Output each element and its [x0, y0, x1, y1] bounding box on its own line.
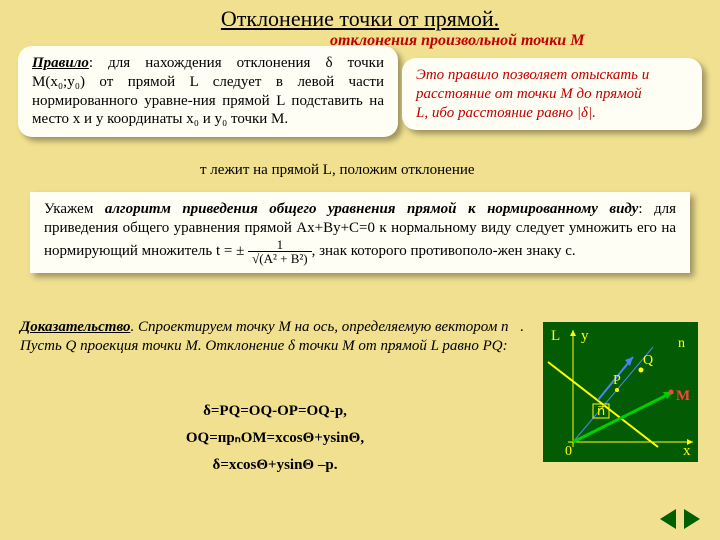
normalizing-factor: t = ± 1 √(A² + B²) [216, 238, 312, 265]
lbl-nvec: n⃗ [597, 403, 605, 418]
frac-den: √(A² + B²) [248, 252, 311, 265]
lbl-L: L [551, 328, 560, 344]
prev-button[interactable] [660, 509, 676, 529]
proof-text: Доказательство. Спроектируем точку М на … [20, 318, 530, 356]
geometry-diagram: L y x 0 n⃗ n P Q M [543, 322, 698, 462]
t-eq: t = ± [216, 242, 244, 258]
lbl-P: P [613, 373, 621, 388]
page-title: Отклонение точки от прямой. [0, 0, 720, 32]
algo-p1a: Укажем [44, 201, 105, 217]
lbl-y: y [581, 328, 589, 344]
lbl-zero: 0 [565, 444, 572, 459]
dist-l1: Это правило позволяет отыскать и [416, 67, 649, 83]
lbl-M: M [676, 388, 690, 404]
dist-l2b: от точки М до прямой [491, 86, 642, 102]
next-button[interactable] [684, 509, 700, 529]
frac-num: 1 [248, 238, 311, 252]
algorithm-box: Укажем алгоритм приведения общего уравне… [30, 192, 690, 273]
lbl-x: x [683, 443, 691, 459]
dist-l3: L, ибо расстояние равно |δ|. [416, 105, 596, 121]
lbl-n: n [678, 336, 685, 351]
formula-block: δ=PQ=OQ-OP=OQ-p, OQ=пpₙOM=xcosΘ+ysinΘ, δ… [60, 398, 490, 479]
diagram-svg: L y x 0 n⃗ n P Q M [543, 322, 698, 462]
distance-box: Это правило позволяет отыскать и расстоя… [402, 58, 702, 130]
rule-box: Правило: для нахождения отклонения δ точ… [18, 46, 398, 137]
protruding-text: т лежит на прямой L, положим отклонение [200, 162, 475, 179]
formula-3: δ=xcosΘ+ysinΘ –p. [60, 452, 490, 479]
nav-controls [660, 509, 700, 534]
algo-keyword: алгоритм приведения общего уравнения пря… [105, 201, 639, 217]
formula-2: OQ=пpₙOM=xcosΘ+ysinΘ, [60, 425, 490, 452]
lbl-Q: Q [643, 353, 653, 368]
algo-p1d: , знак которого противополо-жен знаку с. [312, 242, 576, 258]
rule-head: Правило [32, 55, 89, 71]
proof-head: Доказательство [20, 319, 130, 335]
formula-1: δ=PQ=OQ-OP=OQ-p, [60, 398, 490, 425]
dist-l2a: расстояние [416, 86, 491, 102]
